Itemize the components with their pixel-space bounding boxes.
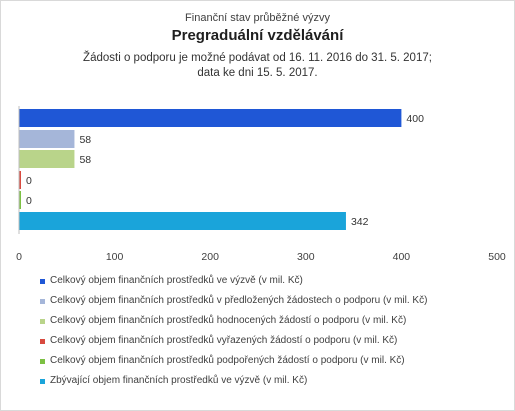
bar-remaining	[19, 212, 346, 230]
legend-label-evaluated: Celkový objem finančních prostředků hodn…	[50, 315, 407, 326]
bar-supported	[19, 191, 21, 209]
legend-item-evaluated: Celkový objem finančních prostředků hodn…	[40, 311, 510, 331]
x-tick-0: 0	[16, 251, 22, 263]
legend-marker-evaluated	[40, 318, 45, 324]
x-tick-300: 300	[297, 251, 315, 263]
bar-total	[19, 109, 402, 127]
x-tick-100: 100	[106, 251, 124, 263]
legend-label-submitted: Celkový objem finančních prostředků v př…	[50, 295, 428, 306]
chart-supertitle: Finanční stav průběžné výzvy	[185, 12, 330, 24]
legend-marker-supported	[40, 358, 45, 364]
legend-label-total: Celkový objem finančních prostředků ve v…	[50, 275, 303, 286]
x-tick-200: 200	[201, 251, 219, 263]
data-label-supported: 0	[26, 195, 32, 207]
x-tick-500: 500	[488, 251, 506, 263]
legend-item-remaining: Zbývající objem finančních prostředků ve…	[40, 371, 510, 391]
legend-marker-remaining	[40, 378, 45, 384]
data-label-submitted: 58	[79, 134, 91, 146]
legend-item-rejected: Celkový objem finančních prostředků vyřa…	[40, 331, 510, 351]
legend-marker-rejected	[40, 338, 45, 344]
legend-label-supported: Celkový objem finančních prostředků podp…	[50, 355, 405, 366]
x-tick-400: 400	[393, 251, 411, 263]
chart-subtitle-line-2: data ke dni 15. 5. 2017.	[197, 67, 318, 79]
bar-evaluated	[19, 150, 75, 168]
data-label-remaining: 342	[351, 216, 369, 228]
chart-title: Pregraduální vzdělávání	[171, 27, 344, 44]
data-label-evaluated: 58	[79, 154, 91, 166]
bar-submitted	[19, 130, 75, 148]
legend-marker-total	[40, 278, 45, 284]
data-label-rejected: 0	[26, 175, 32, 187]
legend-marker-submitted	[40, 298, 45, 304]
data-label-total: 400	[406, 113, 424, 125]
legend-label-rejected: Celkový objem finančních prostředků vyřa…	[50, 335, 398, 346]
legend-item-submitted: Celkový objem finančních prostředků v př…	[40, 291, 510, 311]
legend-item-total: Celkový objem finančních prostředků ve v…	[40, 271, 510, 291]
bar-rejected	[19, 171, 21, 189]
chart-legend: Celkový objem finančních prostředků ve v…	[40, 271, 510, 391]
legend-item-supported: Celkový objem finančních prostředků podp…	[40, 351, 510, 371]
chart-subtitle-line-1: Žádosti o podporu je možné podávat od 16…	[83, 52, 432, 64]
legend-label-remaining: Zbývající objem finančních prostředků ve…	[50, 375, 308, 386]
